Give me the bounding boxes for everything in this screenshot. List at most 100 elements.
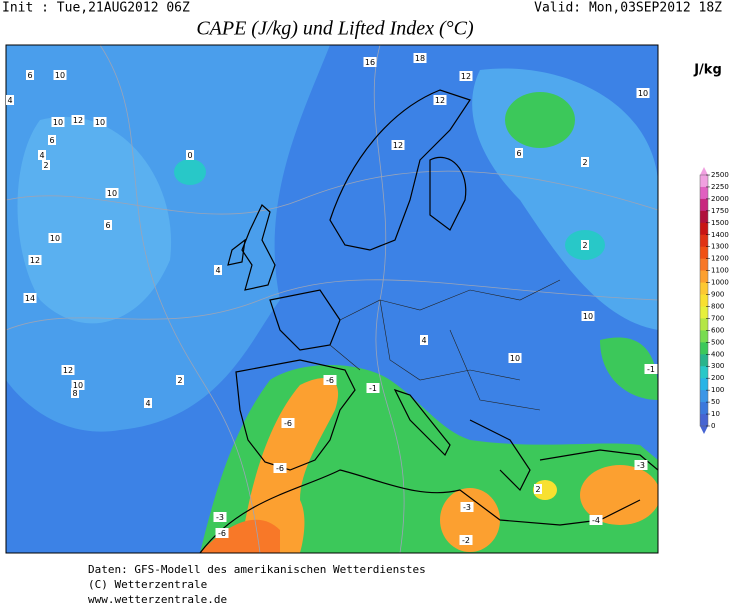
- contour-label: 2: [535, 485, 540, 494]
- colorbar-segment: [700, 378, 708, 391]
- colorbar-tick-label: 50: [711, 398, 720, 406]
- valid-time: Valid: Mon,03SEP2012 18Z: [534, 1, 722, 16]
- contour-label: 12: [63, 366, 73, 375]
- label-box: [93, 117, 107, 127]
- label-box: [61, 365, 75, 375]
- colorbar-segment: [700, 198, 708, 212]
- isoline: [6, 170, 658, 215]
- label-box: [644, 364, 658, 374]
- colorbar-segment: [700, 390, 708, 403]
- colorbar-tick-label: 500: [711, 338, 724, 346]
- contour-label: 12: [435, 96, 445, 105]
- isoline: [6, 279, 658, 331]
- contour-label: -1: [647, 365, 655, 374]
- colorbar-segment: [700, 186, 708, 200]
- label-box: [213, 512, 227, 522]
- colorbar-segment: [700, 330, 708, 343]
- init-time: Init : Tue,21AUG2012 06Z: [2, 1, 190, 16]
- contour-label: 10: [73, 381, 83, 390]
- contour-label: 16: [365, 58, 375, 67]
- isoline: [99, 45, 261, 553]
- colorbar-tick-label: 100: [711, 386, 724, 394]
- contour-label: -6: [218, 529, 226, 538]
- label-box: [214, 265, 222, 275]
- cape-area: [200, 519, 280, 553]
- colorbar-tick-label: 2500: [711, 171, 729, 179]
- coastline: [329, 89, 471, 251]
- label-box: [26, 70, 34, 80]
- colorbar-segment: [700, 210, 708, 224]
- contour-label: -4: [592, 516, 600, 525]
- cape-area: [240, 378, 339, 553]
- label-box: [104, 220, 112, 230]
- unit-label: J/kg: [693, 63, 722, 78]
- label-box: [71, 388, 79, 398]
- contour-label: 2: [582, 241, 587, 250]
- contour-label: 12: [461, 72, 471, 81]
- cape-area: [600, 337, 658, 400]
- contour-label: 12: [73, 116, 83, 125]
- contour-label: -3: [216, 513, 224, 522]
- colorbar-segment: [700, 246, 708, 260]
- coastline: [241, 204, 276, 291]
- colorbar-segment: [700, 414, 708, 427]
- colorbar-tick-label: 1200: [711, 255, 729, 263]
- label-box: [281, 418, 295, 428]
- map-frame: [5, 44, 659, 554]
- label-box: [363, 57, 377, 67]
- contour-label: 10: [50, 234, 60, 243]
- colorbar-end: [700, 167, 708, 175]
- cape-area: [580, 465, 658, 525]
- contour-label: 10: [638, 89, 648, 98]
- label-box: [433, 95, 447, 105]
- label-box: [391, 140, 405, 150]
- label-box: [413, 53, 427, 63]
- label-box: [38, 150, 46, 160]
- colorbar-tick-label: 2000: [711, 195, 729, 203]
- colorbar-tick-label: 600: [711, 326, 724, 334]
- label-box: [459, 71, 473, 81]
- label-box: [515, 148, 523, 158]
- label-box: [581, 157, 589, 167]
- label-box: [51, 117, 65, 127]
- coastline: [393, 388, 451, 457]
- contour-label: 2: [177, 376, 182, 385]
- cape-area: [440, 488, 500, 552]
- contour-label: 10: [55, 71, 65, 80]
- colorbar-tick-label: 1500: [711, 219, 729, 227]
- cape-area: [174, 159, 206, 185]
- colorbar-segment: [700, 234, 708, 248]
- label-box: [273, 463, 287, 473]
- label-box: [508, 353, 522, 363]
- contour-label: 4: [39, 151, 44, 160]
- colorbar-segment: [700, 342, 708, 355]
- colorbar-tick-label: 1000: [711, 279, 729, 287]
- label-box: [581, 240, 589, 250]
- label-box: [215, 528, 229, 538]
- label-box: [534, 484, 542, 494]
- label-box: [23, 293, 37, 303]
- colorbar-tick-label: 1300: [711, 243, 729, 251]
- contour-label: 6: [49, 136, 54, 145]
- footer-line: www.wetterzentrale.de: [88, 593, 227, 603]
- map-title: CAPE (J/kg) und Lifted Index (°C): [196, 18, 474, 40]
- contour-label: 10: [95, 118, 105, 127]
- label-box: [48, 135, 56, 145]
- colorbar-tick-label: 700: [711, 314, 724, 322]
- contour-label: 8: [72, 389, 77, 398]
- label-box: [460, 502, 474, 512]
- label-box: [176, 375, 184, 385]
- colorbar-tick-label: 2250: [711, 183, 729, 191]
- colorbar: 2500225020001750150014001300120011001000…: [699, 167, 729, 434]
- colorbar-segment: [700, 282, 708, 296]
- cape-area: [505, 92, 575, 148]
- colorbar-frame: [699, 174, 709, 427]
- coastline: [235, 359, 356, 471]
- contour-label: 4: [145, 399, 150, 408]
- contour-label: 12: [393, 141, 403, 150]
- contour-label: 4: [7, 96, 12, 105]
- contour-label: -3: [463, 503, 471, 512]
- coastline: [227, 238, 246, 266]
